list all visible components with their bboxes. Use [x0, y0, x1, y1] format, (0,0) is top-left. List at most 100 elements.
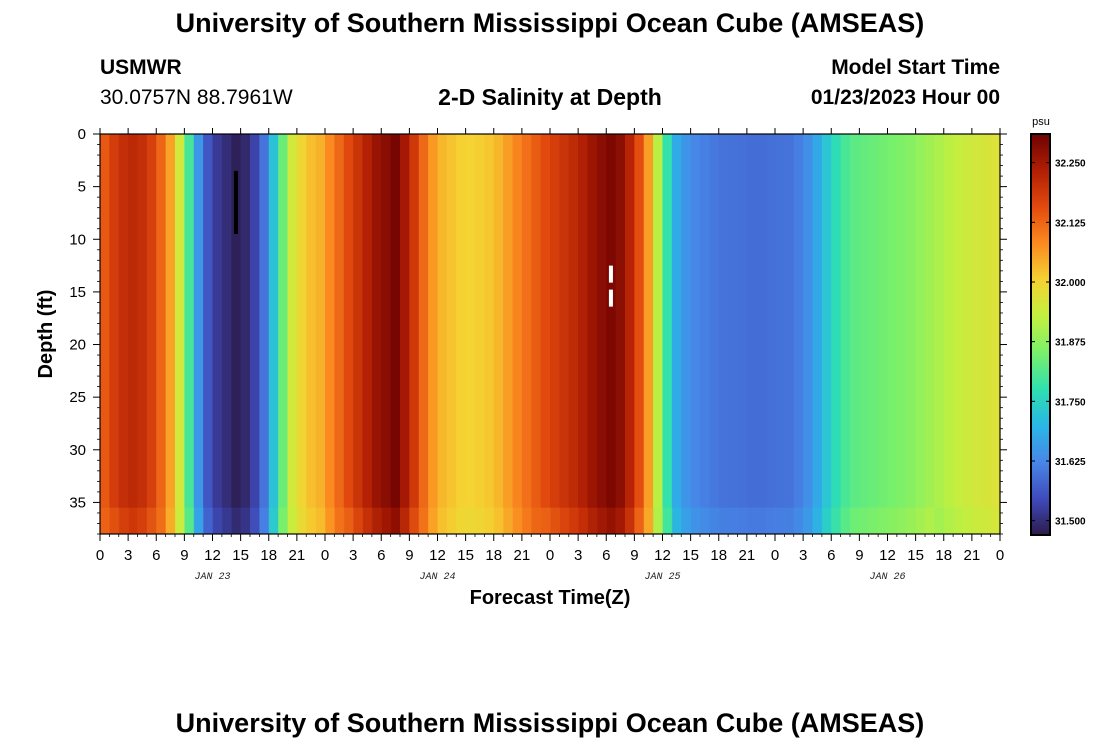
- heatmap-bottom-cell: [812, 507, 823, 534]
- heatmap-cell: [690, 134, 701, 534]
- x-tick-label: 12: [654, 547, 671, 564]
- heatmap-cell: [681, 134, 692, 534]
- heatmap-cell: [531, 134, 542, 534]
- heatmap-cell: [962, 134, 973, 534]
- heatmap-bottom-cell: [625, 507, 635, 534]
- heatmap-cell: [353, 134, 364, 534]
- heatmap-bottom-cell: [643, 507, 654, 534]
- heatmap-cell: [803, 134, 814, 534]
- x-tick-label: 3: [349, 547, 357, 564]
- heatmap-cell: [212, 134, 223, 534]
- heatmap-bottom-cell: [718, 507, 729, 534]
- heatmap-bottom-cell: [353, 507, 364, 534]
- heatmap-cell: [578, 134, 589, 534]
- heatmap-cell: [793, 134, 804, 534]
- heatmap-bottom-cell: [465, 507, 476, 534]
- heatmap-bottom-cell: [203, 507, 214, 534]
- heatmap-bottom-cell: [418, 507, 429, 534]
- x-tick-label: 9: [405, 547, 413, 564]
- x-tick-label: 21: [289, 547, 306, 564]
- heatmap-bottom-cell: [456, 507, 467, 534]
- heatmap-cell: [625, 134, 635, 534]
- heatmap-bottom-cell: [184, 507, 195, 534]
- heatmap-bottom-cell: [381, 507, 392, 534]
- heatmap-bottom-cell: [259, 507, 270, 534]
- heatmap-bottom-cell: [334, 507, 345, 534]
- heatmap-bottom-cell: [268, 507, 279, 534]
- heatmap-bottom-cell: [278, 507, 289, 534]
- heatmap-cell: [334, 134, 345, 534]
- heatmap-cell: [287, 134, 298, 534]
- heatmap-cell: [821, 134, 832, 534]
- x-tick-label: 21: [964, 547, 981, 564]
- date-label: JAN 24: [419, 572, 455, 583]
- heatmap-bottom-cell: [568, 507, 579, 534]
- heatmap-bottom-cell: [550, 507, 560, 534]
- colorbar-tick-label: 31.625: [1055, 457, 1086, 468]
- heatmap-cell: [559, 134, 570, 534]
- heatmap-cell: [175, 134, 185, 534]
- x-tick-label: 21: [739, 547, 756, 564]
- heatmap-cell: [137, 134, 148, 534]
- heatmap-cell: [587, 134, 598, 534]
- x-tick-label: 15: [907, 547, 924, 564]
- heatmap-cell: [831, 134, 842, 534]
- heatmap-bottom-cell: [446, 507, 457, 534]
- heatmap-cell: [737, 134, 748, 534]
- heatmap-cell: [400, 134, 410, 534]
- heatmap-cell: [146, 134, 157, 534]
- heatmap-bottom-cell: [596, 507, 607, 534]
- heatmap-bottom-cell: [540, 507, 551, 534]
- x-tick-label: 0: [321, 547, 329, 564]
- heatmap-cell: [934, 134, 945, 534]
- heatmap-cell: [446, 134, 457, 534]
- heatmap-cell: [784, 134, 795, 534]
- heatmap-bottom-cell: [915, 507, 926, 534]
- x-tick-label: 12: [204, 547, 221, 564]
- x-tick-label: 18: [260, 547, 277, 564]
- heatmap-cell: [887, 134, 898, 534]
- x-tick-label: 6: [602, 547, 610, 564]
- heatmap-bottom-cell: [250, 507, 260, 534]
- heatmap-cell: [981, 134, 992, 534]
- heatmap-cell: [240, 134, 251, 534]
- heatmap-cell: [278, 134, 289, 534]
- heatmap-bottom-cell: [193, 507, 204, 534]
- heatmap-cell: [118, 134, 129, 534]
- heatmap-cell: [231, 134, 242, 534]
- heatmap-bottom-cell: [756, 507, 767, 534]
- heatmap-bottom-cell: [409, 507, 420, 534]
- station-id: USMWR: [100, 56, 182, 79]
- x-tick-label: 21: [514, 547, 531, 564]
- heatmap-cell: [296, 134, 307, 534]
- station-coordinates: 30.0757N 88.7961W: [100, 86, 293, 109]
- x-tick-label: 3: [799, 547, 807, 564]
- heatmap-cell: [634, 134, 645, 534]
- heatmap-cell: [428, 134, 439, 534]
- heatmap-cell: [709, 134, 720, 534]
- heatmap-bottom-cell: [709, 507, 720, 534]
- x-tick-label: 9: [855, 547, 863, 564]
- bottom-layer: [100, 507, 1001, 534]
- heatmap-cell: [878, 134, 889, 534]
- heatmap-bottom-cell: [559, 507, 570, 534]
- heatmap-bottom-cell: [943, 507, 954, 534]
- x-axis-title: Forecast Time(Z): [470, 587, 631, 609]
- heatmap-bottom-cell: [165, 507, 176, 534]
- heatmap-bottom-cell: [175, 507, 185, 534]
- heatmap-cell: [381, 134, 392, 534]
- x-tick-label: 3: [124, 547, 132, 564]
- heatmap-cell: [203, 134, 214, 534]
- heatmap-cell: [315, 134, 326, 534]
- heatmap-cell: [512, 134, 523, 534]
- heatmap-bottom-cell: [831, 507, 842, 534]
- heatmap-cell: [915, 134, 926, 534]
- heatmap-bottom-cell: [287, 507, 298, 534]
- heatmap-cell: [343, 134, 354, 534]
- heatmap-bottom-cell: [859, 507, 870, 534]
- heatmap-bottom-cell: [137, 507, 148, 534]
- x-tick-label: 0: [96, 547, 104, 564]
- heatmap-bottom-cell: [896, 507, 907, 534]
- heatmap-cell: [306, 134, 317, 534]
- markers: [233, 170, 613, 308]
